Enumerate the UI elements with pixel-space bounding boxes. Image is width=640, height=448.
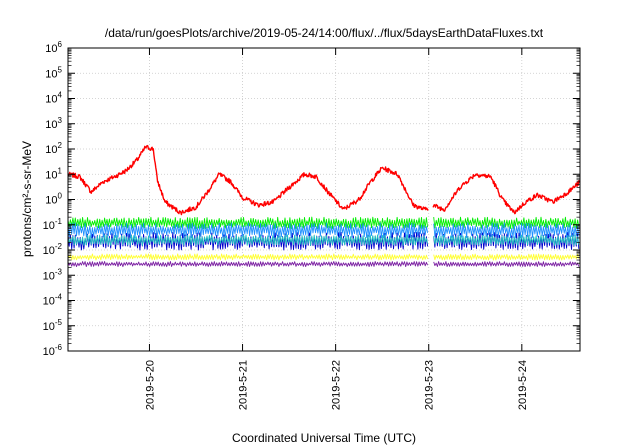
y-tick-label: 102 — [45, 141, 62, 156]
series-5-line — [67, 253, 429, 261]
x-tick-label: 2019-5-21 — [238, 360, 250, 410]
chart-title: /data/run/goesPlots/archive/2019-05-24/1… — [105, 26, 544, 40]
y-tick-label: 10-2 — [43, 242, 63, 257]
x-axis-ticks: 2019-5-20 2019-5-21 2019-5-22 2019-5-23 2019… — [144, 48, 529, 410]
y-tick-label: 101 — [45, 166, 62, 181]
x-tick-label: 2019-5-23 — [424, 360, 436, 410]
x-tick-label: 2019-5-22 — [331, 360, 343, 410]
series-5-line — [433, 253, 580, 261]
series-0-line — [67, 144, 429, 216]
series-6-line — [67, 261, 429, 268]
x-tick-label: 2019-5-20 — [144, 360, 156, 410]
y-tick-label: 10-5 — [43, 318, 63, 333]
series-2-line — [67, 222, 429, 239]
y-tick-label: 10-4 — [43, 293, 63, 308]
series-4-line — [433, 234, 580, 246]
series-4-line — [67, 234, 429, 246]
series-2-line — [433, 222, 580, 239]
y-tick-label: 104 — [45, 91, 62, 106]
y-tick-label: 100 — [45, 192, 62, 207]
y-tick-label: 10-3 — [43, 267, 63, 282]
series-1-line — [433, 216, 580, 230]
series-group — [67, 144, 581, 268]
x-tick-label: 2019-5-24 — [517, 360, 529, 410]
y-tick-label: 103 — [45, 116, 62, 131]
series-1-line — [67, 216, 429, 230]
x-axis-label: Coordinated Universal Time (UTC) — [232, 431, 416, 445]
y-tick-label: 10-6 — [43, 343, 63, 358]
y-axis-ticks: 106 105 104 103 102 101 100 10-1 10-2 10-3 10-4 10-… — [43, 40, 580, 358]
y-axis-label: protons/cm²-s-sr-MeV — [20, 141, 34, 257]
y-tick-label: 105 — [45, 65, 62, 80]
y-tick-label: 10-1 — [43, 217, 63, 232]
series-6-line — [433, 261, 580, 268]
series-0-line — [432, 173, 581, 215]
y-tick-label: 106 — [45, 40, 62, 55]
